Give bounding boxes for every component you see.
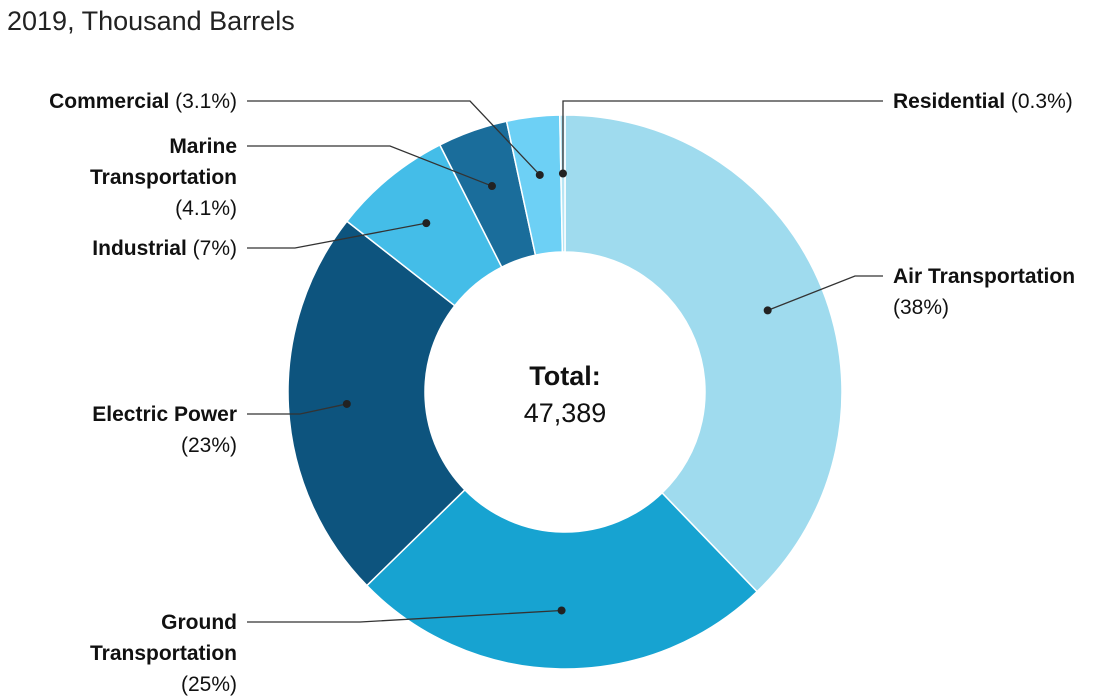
leader-line-electric-power — [247, 403, 347, 415]
leader-dot-ground-transportation — [557, 606, 566, 615]
label-commercial: Commercial (3.1%) — [49, 90, 237, 113]
slice-residential — [559, 114, 566, 253]
leader-line-residential — [562, 100, 883, 174]
leader-dot-commercial — [535, 170, 544, 179]
slice-electric-power — [287, 220, 466, 587]
leader-line-industrial — [247, 222, 427, 249]
leader-dot-air-transportation — [763, 306, 772, 315]
chart-subtitle: 2019, Thousand Barrels — [7, 6, 295, 36]
leader-dot-industrial — [422, 219, 431, 228]
leader-dot-residential — [558, 169, 567, 178]
label-marine-transportation: Marine Transportation (4.1%) — [90, 135, 237, 220]
leader-line-air-transportation — [767, 275, 883, 311]
label-industrial: Industrial (7%) — [92, 237, 237, 260]
label-ground-transportation: Ground Transportation (25%) — [90, 611, 237, 696]
leader-dot-electric-power — [342, 399, 351, 408]
leader-line-commercial — [247, 100, 541, 176]
slice-air-transportation — [564, 114, 843, 593]
label-electric-power: Electric Power (23%) — [92, 403, 237, 457]
label-air-transportation: Air Transportation (38%) — [893, 265, 1075, 319]
leader-line-ground-transportation — [247, 609, 562, 623]
center-total-label: Total: — [529, 361, 600, 391]
leader-dot-marine-transportation — [487, 182, 496, 191]
center-total-value: 47,389 — [524, 398, 607, 428]
label-residential: Residential (0.3%) — [893, 90, 1073, 113]
slice-ground-transportation — [365, 488, 759, 670]
leader-line-marine-transportation — [247, 145, 493, 187]
